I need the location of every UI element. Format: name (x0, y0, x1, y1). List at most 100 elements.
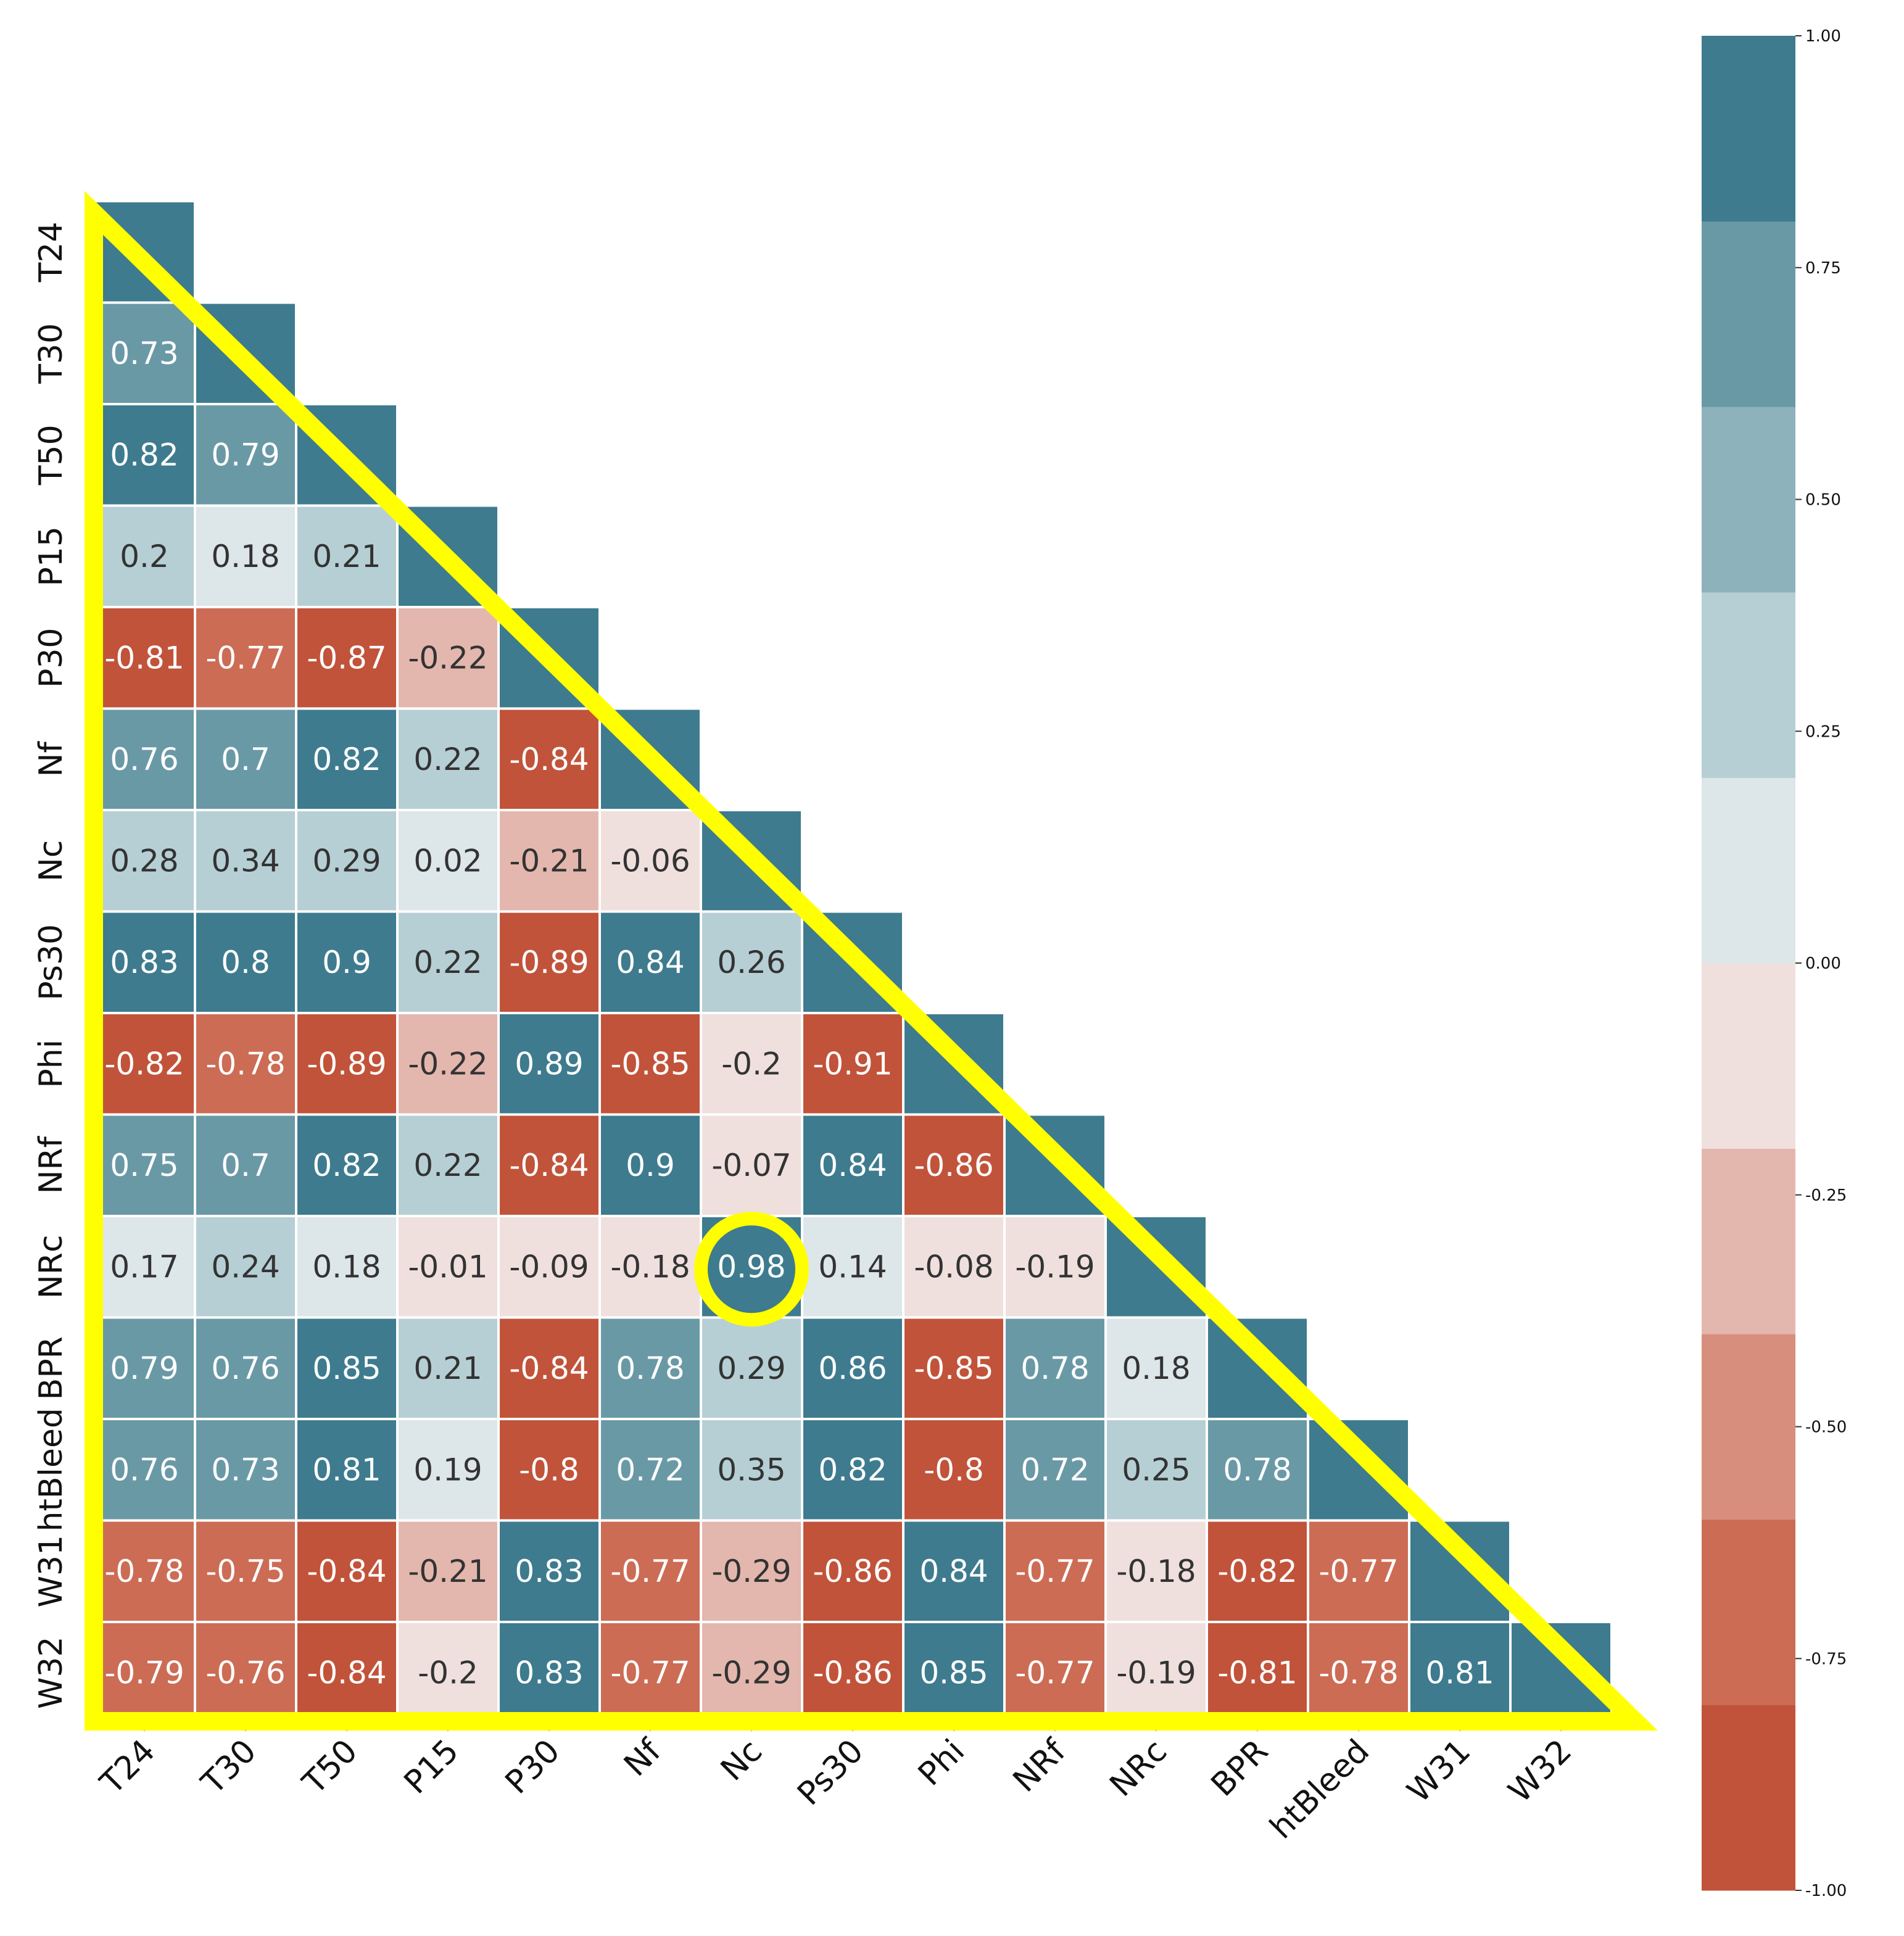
heatmap-cell-NRc-T24 (95, 1217, 194, 1317)
y-tick-label-Ps30: Ps30 (33, 924, 70, 1001)
cell-value-W32-Ps30: -0.86 (813, 1655, 892, 1690)
cell-value-Nc-Nf: -0.06 (610, 843, 690, 879)
cell-value-Phi-Nc: -0.2 (721, 1046, 782, 1082)
cell-value-Nc-T50: 0.29 (312, 843, 381, 879)
cell-value-NRc-T50: 0.18 (312, 1249, 381, 1284)
heatmap-cell-Ps30-Nf (601, 912, 700, 1012)
colorbar-segment (1702, 1519, 1795, 1705)
heatmap-cell-Phi-Nf (601, 1014, 700, 1114)
colorbar-tick-label: -1.00 (1805, 1882, 1847, 1900)
heatmap-cell-Nf-T30 (196, 709, 295, 809)
cell-value-htBleed-Ps30: 0.82 (818, 1452, 887, 1487)
cell-value-Phi-T50: -0.89 (307, 1046, 386, 1082)
heatmap-cell-Nc-T24 (95, 811, 194, 911)
cell-value-BPR-Ps30: 0.86 (818, 1351, 887, 1386)
cell-value-Ps30-Nf: 0.84 (616, 945, 684, 980)
heatmap-cell-Nc-T30 (196, 811, 295, 911)
cell-value-NRc-T24: 0.17 (110, 1249, 178, 1284)
heatmap-cell-NRf-P15 (399, 1115, 497, 1215)
heatmap-cell-W32-Nf (601, 1623, 700, 1723)
cell-value-Nf-T30: 0.7 (221, 742, 270, 777)
cell-value-W32-P30: 0.83 (515, 1655, 583, 1690)
heatmap-cell-htBleed-T50 (297, 1420, 396, 1520)
heatmap-cell-P15-T24 (95, 507, 194, 606)
heatmap-cell-Ps30-P30 (500, 912, 598, 1012)
heatmap-cell-NRc-T50 (297, 1217, 396, 1317)
cell-value-htBleed-Nf: 0.72 (616, 1452, 684, 1487)
cell-value-Phi-T30: -0.78 (205, 1046, 285, 1082)
y-tick-label-T50: T50 (33, 424, 70, 486)
cell-value-NRc-NRf: -0.19 (1015, 1249, 1095, 1284)
heatmap-cell-W31-BPR (1208, 1521, 1307, 1621)
heatmap-cell-W32-T30 (196, 1623, 295, 1723)
x-tick-label-W32: W32 (1502, 1732, 1579, 1810)
cell-value-Nf-P15: 0.22 (413, 742, 482, 777)
heatmap-cell-W31-Phi (904, 1521, 1003, 1621)
x-tick-label-Nf: Nf (617, 1732, 669, 1784)
cell-value-Ps30-T24: 0.83 (110, 945, 178, 980)
cell-value-htBleed-BPR: 0.78 (1223, 1452, 1291, 1487)
x-axis-tick-labels: T24 T30 T50 P15 P30 Nf Nc Ps30 Phi NRf NRc BPRhtBle… (93, 1724, 1579, 1846)
y-tick-label-Nc: Nc (33, 840, 70, 882)
cell-value-W31-P30: 0.83 (515, 1553, 583, 1589)
heatmap-cell-W31-htBleed (1309, 1521, 1408, 1621)
cell-value-NRf-Ps30: 0.84 (818, 1148, 887, 1183)
cell-value-W31-htBleed: -0.77 (1318, 1553, 1398, 1589)
x-tick-label-T50: T50 (296, 1732, 365, 1802)
y-tick-label-NRc: NRc (33, 1235, 70, 1299)
heatmap-cell-htBleed-Ps30 (803, 1420, 902, 1520)
cell-value-NRf-P30: -0.84 (509, 1148, 589, 1183)
cell-value-htBleed-P15: 0.19 (413, 1452, 482, 1487)
y-tick-label-T24: T24 (33, 221, 70, 283)
highlight-triangle (85, 191, 1658, 1731)
heatmap-cell-W32-Nc (702, 1623, 801, 1723)
cell-value-W31-T30: -0.75 (205, 1553, 285, 1589)
heatmap-cell-W32-Ps30 (803, 1623, 902, 1723)
heatmap-cell-BPR-Phi (904, 1318, 1003, 1418)
cell-value-BPR-Phi: -0.85 (914, 1351, 993, 1386)
heatmap-cell-NRc-NRc (1107, 1217, 1206, 1317)
heatmap-cell-W31-Nc (702, 1521, 801, 1621)
heatmap-cell-Nf-P30 (500, 709, 598, 809)
cell-value-htBleed-NRf: 0.72 (1020, 1452, 1089, 1487)
heatmap-cell-W31-T24 (95, 1521, 194, 1621)
x-tick-label-W31: W31 (1401, 1732, 1478, 1810)
heatmap-cell-Ps30-Nc (702, 912, 801, 1012)
y-tick-label-T30: T30 (33, 323, 70, 384)
colorbar-tick-label: -0.75 (1805, 1650, 1847, 1668)
heatmap-cell-NRc-Ps30 (803, 1217, 902, 1317)
heatmap-cell-htBleed-NRf (1006, 1420, 1104, 1520)
heatmap-cell-P15-T50 (297, 507, 396, 606)
cell-value-W32-htBleed: -0.78 (1318, 1655, 1398, 1690)
colorbar-segment (1702, 1148, 1795, 1334)
y-tick-label-Nf: Nf (33, 740, 70, 777)
heatmap-cell-P30-P15 (399, 608, 497, 708)
cell-value-W32-Nc: -0.29 (711, 1655, 791, 1690)
heatmap-cell-htBleed-BPR (1208, 1420, 1307, 1520)
cell-value-Ps30-P15: 0.22 (413, 945, 482, 980)
cell-value-P30-P15: -0.22 (408, 640, 487, 676)
cell-value-P30-T30: -0.77 (205, 640, 285, 676)
cell-value-Ps30-T30: 0.8 (221, 945, 270, 980)
colorbar-segment (1702, 36, 1795, 222)
heatmap-cell-Phi-Ps30 (803, 1014, 902, 1114)
cell-value-htBleed-P30: -0.8 (519, 1452, 579, 1487)
colorbar-tick-label: 0.50 (1805, 491, 1841, 510)
cell-value-P15-T50: 0.21 (312, 539, 381, 574)
heatmap-cell-NRc-NRf (1006, 1217, 1104, 1317)
cell-value-htBleed-T24: 0.76 (110, 1452, 178, 1487)
cell-value-NRf-T30: 0.7 (221, 1148, 270, 1183)
x-tick-label-T30: T30 (194, 1732, 263, 1802)
heatmap-cell-W31-Nf (601, 1521, 700, 1621)
colorbar-tick-label: 1.00 (1805, 27, 1841, 46)
cell-value-W31-NRf: -0.77 (1015, 1553, 1095, 1589)
heatmap-cell-Nf-T24 (95, 709, 194, 809)
cell-value-BPR-Nc: 0.29 (717, 1351, 785, 1386)
heatmap-cell-T30-T24 (95, 304, 194, 403)
cell-value-BPR-P30: -0.84 (509, 1351, 589, 1386)
heatmap-cell-Phi-P15 (399, 1014, 497, 1114)
heatmap-cell-Nc-Nf (601, 811, 700, 911)
heatmap-cell-P30-T30 (196, 608, 295, 708)
heatmap-cell-W32-NRc (1107, 1623, 1206, 1723)
x-tick-label-BPR: BPR (1204, 1732, 1275, 1803)
